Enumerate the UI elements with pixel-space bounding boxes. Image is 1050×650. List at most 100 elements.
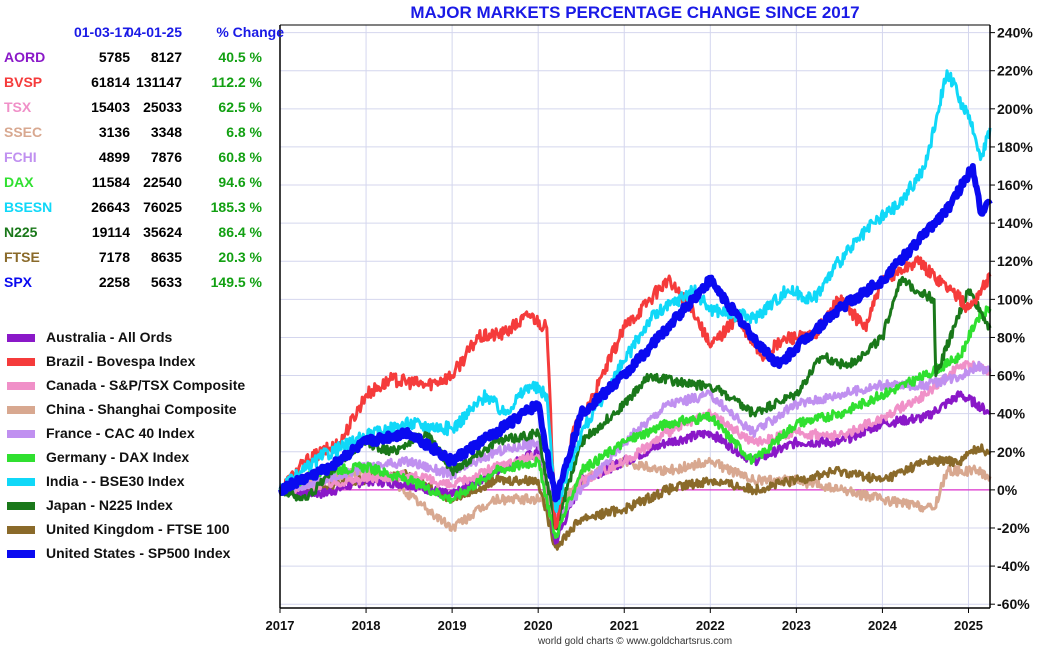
table-row: DAX 11584 22540 94.6 % — [4, 174, 284, 194]
y-tick-label: 40% — [997, 406, 1026, 422]
row-value-start: 2258 — [98, 274, 130, 290]
row-value-end: 8635 — [150, 249, 182, 265]
x-tick-label: 2025 — [954, 618, 983, 633]
x-tick-label: 2021 — [610, 618, 639, 633]
legend-swatch — [7, 430, 35, 438]
legend-label: Japan - N225 Index — [46, 497, 173, 513]
legend-swatch — [7, 550, 35, 558]
legend-item: United Kingdom - FTSE 100 — [6, 521, 276, 539]
row-value-start: 4899 — [98, 149, 130, 165]
row-symbol: BVSP — [4, 74, 43, 90]
legend-swatch — [7, 406, 35, 414]
legend-swatch — [7, 358, 35, 366]
x-tick-label: 2023 — [782, 618, 811, 633]
legend-swatch — [7, 502, 35, 510]
table-row: AORD 5785 8127 40.5 % — [4, 49, 284, 69]
row-pct-change: 112.2 % — [211, 74, 262, 90]
series-line-gdaxi — [278, 305, 992, 539]
legend-item: Canada - S&P/TSX Composite — [6, 377, 276, 395]
y-tick-label: 160% — [997, 177, 1033, 193]
y-tick-label: 140% — [997, 215, 1033, 231]
x-tick-label: 2017 — [266, 618, 295, 633]
series-line-fchi — [278, 360, 992, 522]
legend-label: China - Shanghai Composite — [46, 401, 237, 417]
chart-title: MAJOR MARKETS PERCENTAGE CHANGE SINCE 20… — [410, 3, 860, 22]
series-line-ssec — [278, 456, 992, 532]
legend-swatch — [7, 478, 35, 486]
y-tick-label: -20% — [997, 520, 1030, 536]
table-row: FTSE 7178 8635 20.3 % — [4, 249, 284, 269]
y-tick-label: -60% — [997, 596, 1030, 612]
legend-label: United Kingdom - FTSE 100 — [46, 521, 230, 537]
tick-labels: 240% 220% 200% 180% 160% 140% 120% 100% 80% 60% 40… — [266, 25, 1034, 633]
table-row: SPX 2258 5633 149.5 % — [4, 274, 284, 294]
row-pct-change: 6.8 % — [226, 124, 262, 140]
row-pct-change: 185.3 % — [210, 199, 262, 215]
legend-swatch — [7, 526, 35, 534]
row-symbol: SPX — [4, 274, 33, 290]
table-row: SSEC 3136 3348 6.8 % — [4, 124, 284, 144]
y-tick-label: 20% — [997, 444, 1026, 460]
y-tick-label: 120% — [997, 253, 1033, 269]
row-value-end: 22540 — [143, 174, 182, 190]
row-symbol: DAX — [4, 174, 34, 190]
row-value-start: 3136 — [98, 124, 130, 140]
legend-label: Canada - S&P/TSX Composite — [46, 377, 246, 393]
y-tick-label: 180% — [997, 139, 1033, 155]
x-tick-label: 2018 — [352, 618, 381, 633]
row-value-start: 5785 — [98, 49, 130, 65]
series-line-bvsp — [278, 255, 992, 530]
y-tick-label: -40% — [997, 558, 1030, 574]
legend-item: Japan - N225 Index — [6, 497, 276, 515]
legend-swatch — [7, 382, 35, 390]
table-row: BVSP 61814 131147 112.2 % — [4, 74, 284, 94]
row-pct-change: 149.5 % — [210, 274, 262, 290]
legend-item: France - CAC 40 Index — [6, 425, 276, 443]
axes — [279, 24, 995, 613]
legend-swatch — [7, 454, 35, 462]
table-row: TSX 15403 25033 62.5 % — [4, 99, 284, 119]
header-pct: % Change — [216, 24, 284, 40]
y-tick-label: 240% — [997, 25, 1033, 41]
legend-label: Germany - DAX Index — [46, 449, 190, 465]
row-value-start: 26643 — [91, 199, 130, 215]
row-value-end: 76025 — [143, 199, 182, 215]
grid-lines — [279, 25, 990, 608]
table-row: N225 19114 35624 86.4 % — [4, 224, 284, 244]
row-value-start: 7178 — [98, 249, 130, 265]
legend-swatch — [7, 334, 35, 342]
row-pct-change: 86.4 % — [218, 224, 262, 240]
row-value-end: 25033 — [143, 99, 182, 115]
legend-label: Australia - All Ords — [46, 329, 173, 345]
row-symbol: FCHI — [4, 149, 37, 165]
row-value-end: 5633 — [150, 274, 182, 290]
y-tick-label: 60% — [997, 368, 1026, 384]
legend-item: Germany - DAX Index — [6, 449, 276, 467]
series-lines — [278, 69, 993, 551]
x-tick-label: 2020 — [524, 618, 553, 633]
row-pct-change: 20.3 % — [218, 249, 262, 265]
row-value-end: 131147 — [136, 74, 182, 90]
y-tick-label: 0% — [997, 482, 1018, 498]
header-date2: 04-01-25 — [125, 24, 182, 40]
y-tick-label: 200% — [997, 101, 1033, 117]
row-pct-change: 94.6 % — [218, 174, 262, 190]
row-value-end: 8127 — [150, 49, 182, 65]
legend-label: United States - SP500 Index — [46, 545, 231, 561]
row-symbol: N225 — [4, 224, 38, 240]
y-tick-label: 220% — [997, 63, 1033, 79]
series-line-n225 — [278, 275, 992, 531]
footer-credit: world gold charts © www.goldchartsrus.co… — [537, 636, 733, 647]
x-tick-label: 2024 — [868, 618, 898, 633]
row-symbol: AORD — [4, 49, 46, 65]
legend-label: Brazil - Bovespa Index — [46, 353, 196, 369]
row-value-start: 61814 — [91, 74, 130, 90]
row-value-end: 7876 — [150, 149, 182, 165]
table-header: 01-03-17 04-01-25 % Change — [4, 24, 284, 44]
table-row: BSESN 26643 76025 185.3 % — [4, 199, 284, 219]
x-tick-label: 2022 — [696, 618, 725, 633]
row-value-end: 35624 — [143, 224, 182, 240]
row-pct-change: 40.5 % — [218, 49, 262, 65]
y-tick-label: 100% — [997, 291, 1033, 307]
